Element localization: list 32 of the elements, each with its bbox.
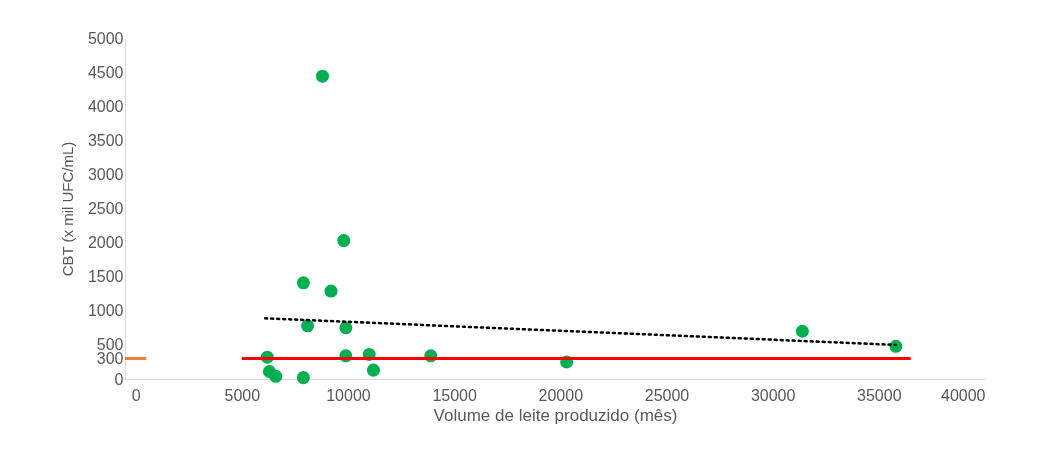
- y-tick-label: 4500: [87, 63, 124, 81]
- x-tick-label: 40000: [941, 386, 986, 404]
- x-tick-label: 5000: [224, 386, 261, 404]
- point: [315, 69, 329, 83]
- x-tick-label: 15000: [432, 386, 477, 404]
- y-tick-label: 5000: [87, 29, 124, 47]
- x-tick-label: 30000: [750, 386, 796, 404]
- x-axis-title: Volume de leite produzido (mês): [433, 405, 678, 425]
- x-tick-label: 25000: [644, 386, 690, 404]
- x-tick-label: 35000: [857, 386, 902, 404]
- point: [337, 234, 351, 248]
- y-axis-title: CBT (x mil UFC/mL): [58, 141, 76, 277]
- point: [296, 371, 310, 385]
- x-tick-label: 0: [131, 386, 141, 404]
- point: [301, 319, 315, 333]
- x-tick-label: 20000: [538, 386, 584, 404]
- point: [324, 284, 338, 298]
- y-tick-label: 1500: [87, 268, 124, 286]
- y-tick-label: 3500: [87, 131, 124, 149]
- point: [269, 369, 283, 383]
- point: [296, 276, 310, 290]
- point: [795, 324, 809, 338]
- y-tick-label: 2500: [87, 200, 124, 217]
- y-tick-label: 0: [114, 370, 124, 388]
- y-tick-label: 3000: [87, 165, 124, 183]
- y-tick-label: 1000: [87, 302, 124, 320]
- x-tick-label: 10000: [326, 386, 371, 404]
- y-tick-label: 4000: [87, 97, 124, 115]
- point: [339, 321, 353, 335]
- y-tick-label: 300: [96, 350, 124, 368]
- y-tick-label: 2000: [87, 234, 124, 252]
- point: [366, 363, 380, 377]
